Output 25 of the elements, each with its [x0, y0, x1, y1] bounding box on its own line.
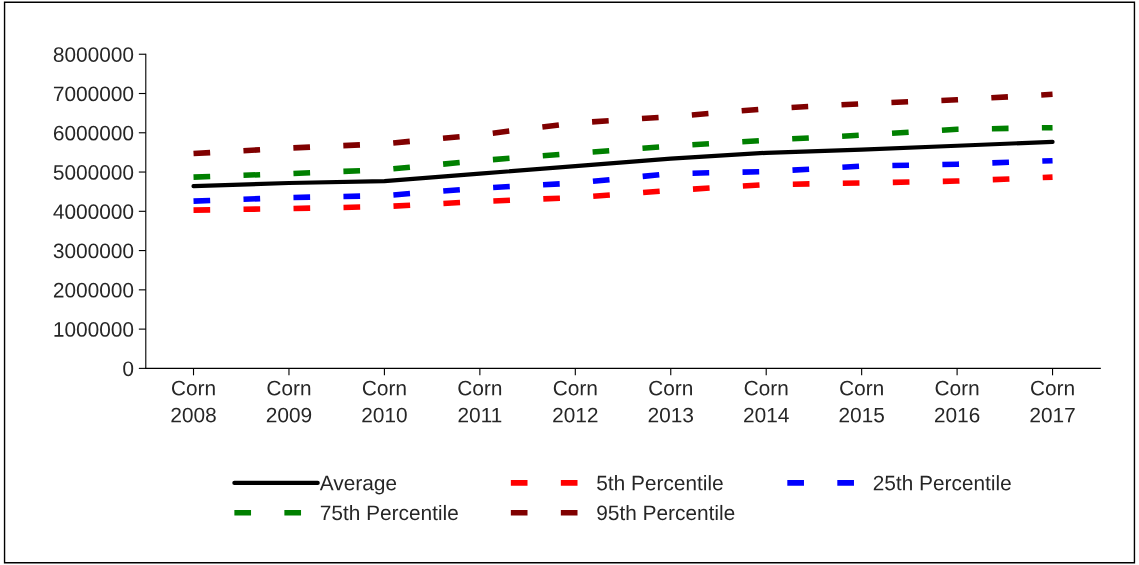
- x-tick-label: Corn 2013: [648, 380, 694, 423]
- legend-label: 75th Percentile: [320, 504, 458, 521]
- x-tick-label: Corn 2015: [839, 380, 884, 423]
- y-tick-label: 6000000: [53, 125, 134, 141]
- y-tick-label: 0: [123, 361, 134, 377]
- x-tick-label: Corn 2010: [362, 380, 407, 423]
- x-tick-label: Corn 2017: [1030, 380, 1075, 423]
- x-tick-label: Corn 2011: [458, 380, 502, 423]
- legend-label: 5th Percentile: [597, 475, 723, 491]
- x-tick-label: Corn 2012: [553, 380, 598, 423]
- y-tick-label: 2000000: [53, 282, 134, 298]
- y-tick-label: 3000000: [53, 243, 134, 259]
- y-tick-label: 1000000: [54, 322, 134, 337]
- legend-label: 95th Percentile: [597, 504, 735, 521]
- y-tick-label: 4000000: [53, 204, 134, 220]
- legend-label: Average: [319, 475, 397, 495]
- line-series: [191, 139, 1055, 189]
- y-tick-label: 7000000: [53, 86, 134, 102]
- y-tick-label: 5000000: [53, 165, 134, 180]
- x-tick-label: Corn 2016: [934, 380, 980, 423]
- legend-label: 25th Percentile: [873, 475, 1011, 491]
- x-tick-label: Corn 2008: [171, 380, 216, 423]
- x-tick-label: Corn 2009: [266, 380, 312, 423]
- y-tick-label: 8000000: [53, 47, 134, 62]
- x-tick-label: Corn 2014: [744, 380, 789, 423]
